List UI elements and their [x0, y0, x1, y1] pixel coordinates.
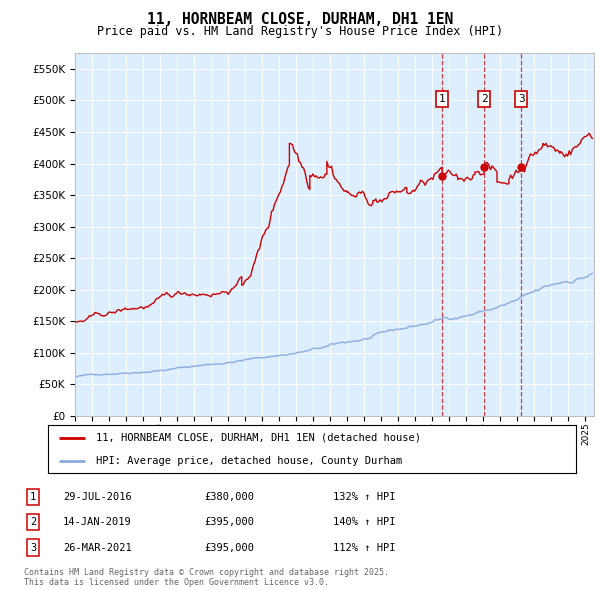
Text: 11, HORNBEAM CLOSE, DURHAM, DH1 1EN: 11, HORNBEAM CLOSE, DURHAM, DH1 1EN [147, 12, 453, 27]
Text: 26-MAR-2021: 26-MAR-2021 [63, 543, 132, 552]
Text: 3: 3 [518, 94, 525, 104]
Point [517, 162, 526, 172]
Point [437, 172, 447, 181]
Text: 3: 3 [30, 543, 36, 552]
Text: 1: 1 [439, 94, 445, 104]
Text: 132% ↑ HPI: 132% ↑ HPI [333, 492, 395, 502]
Point [479, 162, 489, 172]
Text: 11, HORNBEAM CLOSE, DURHAM, DH1 1EN (detached house): 11, HORNBEAM CLOSE, DURHAM, DH1 1EN (det… [95, 433, 421, 443]
Text: 2: 2 [481, 94, 487, 104]
Text: £380,000: £380,000 [204, 492, 254, 502]
Text: 2: 2 [30, 517, 36, 527]
Text: £395,000: £395,000 [204, 543, 254, 552]
Text: £395,000: £395,000 [204, 517, 254, 527]
Text: 112% ↑ HPI: 112% ↑ HPI [333, 543, 395, 552]
Text: 140% ↑ HPI: 140% ↑ HPI [333, 517, 395, 527]
Text: HPI: Average price, detached house, County Durham: HPI: Average price, detached house, Coun… [95, 456, 402, 466]
Text: Price paid vs. HM Land Registry's House Price Index (HPI): Price paid vs. HM Land Registry's House … [97, 25, 503, 38]
Text: Contains HM Land Registry data © Crown copyright and database right 2025.
This d: Contains HM Land Registry data © Crown c… [24, 568, 389, 587]
Text: 29-JUL-2016: 29-JUL-2016 [63, 492, 132, 502]
Text: 14-JAN-2019: 14-JAN-2019 [63, 517, 132, 527]
Text: 1: 1 [30, 492, 36, 502]
